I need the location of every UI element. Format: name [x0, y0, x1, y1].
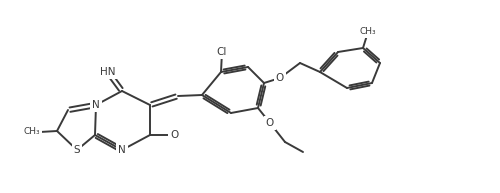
Text: O: O [170, 130, 178, 140]
Text: CH₃: CH₃ [360, 27, 376, 36]
Text: O: O [276, 73, 284, 83]
Text: Cl: Cl [217, 47, 227, 57]
Text: O: O [266, 118, 274, 128]
Text: N: N [92, 100, 100, 110]
Text: S: S [74, 145, 80, 155]
Text: CH₃: CH₃ [24, 128, 40, 136]
Text: HN: HN [100, 67, 116, 77]
Text: N: N [118, 145, 126, 155]
